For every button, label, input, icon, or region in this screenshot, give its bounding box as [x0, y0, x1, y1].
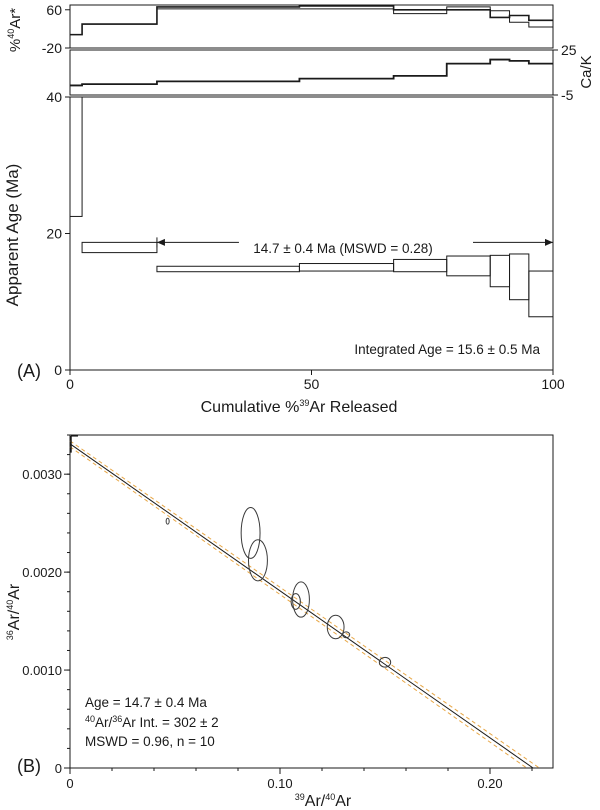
- isochron-ytick-label: 0.0020: [22, 565, 62, 580]
- radiogenic-ylabel: %40Ar*: [6, 8, 24, 52]
- panel-b-label: (B): [17, 756, 41, 776]
- age-ytick-label: 20: [46, 226, 62, 242]
- isochron-xlabel-end: Ar: [335, 793, 352, 810]
- panel-a-label: (A): [17, 361, 41, 381]
- isochron-data-ellipse: [248, 539, 268, 582]
- age-step-box: [509, 253, 530, 301]
- spectrum-xlabel-sup: 39: [299, 398, 309, 408]
- radiogenic-step-line-upper: [70, 6, 553, 36]
- age-step-box: [528, 270, 554, 318]
- isochron-mswd-label: MSWD = 0.96, n = 10: [85, 734, 215, 749]
- spectrum-xtick-label: 100: [541, 376, 565, 392]
- age-step-box: [446, 255, 491, 277]
- spectrum-xtick-label: 0: [66, 376, 74, 392]
- isochron-xlabel-sup2: 40: [325, 792, 335, 802]
- radiogenic-ylabel-ar: Ar*: [7, 8, 24, 29]
- intercept-sup1: 40: [85, 714, 95, 724]
- radiogenic-ylabel-pct: %: [7, 39, 24, 52]
- radiogenic-ytick-label: -20: [42, 40, 62, 56]
- isochron-ytick-label: 0: [55, 761, 62, 776]
- spectrum-xlabel: Cumulative %39Ar Released: [201, 398, 398, 416]
- age-ytick-label: 0: [54, 362, 62, 378]
- isochron-data-ellipse: [240, 506, 261, 559]
- radiogenic-ylabel-sup: 40: [6, 29, 16, 39]
- age-step-box: [81, 241, 158, 254]
- isochron-xlabel: 39Ar/40Ar: [295, 792, 352, 810]
- spectrum-xlabel-start: Cumulative %: [201, 399, 300, 416]
- isochron-data-ellipse: [165, 517, 170, 525]
- age-step-box: [69, 96, 83, 217]
- isochron-data-ellipse: [290, 593, 301, 610]
- intercept-sup2: 36: [112, 714, 122, 724]
- isochron-xtick-label: 0.20: [477, 776, 502, 791]
- intercept-end: Ar Int. = 302 ± 2: [122, 715, 218, 730]
- isochron-ylabel-sup1: 36: [5, 630, 15, 640]
- radiogenic-frame: [69, 4, 554, 49]
- cak-ytick-label: 25: [561, 42, 577, 58]
- age-step-box: [298, 263, 395, 272]
- isochron-ylabel-sup2: 40: [5, 600, 15, 610]
- integrated-age-label: Integrated Age = 15.6 ± 0.5 Ma: [354, 342, 540, 357]
- isochron-xtick-label: 0: [66, 776, 73, 791]
- age-step-box: [393, 258, 448, 273]
- isochron-frame: [69, 434, 554, 769]
- spectrum-xtick-label: 50: [304, 376, 320, 392]
- cak-ytick-label: -5: [561, 87, 574, 103]
- isochron-xtick-label: 0.10: [267, 776, 292, 791]
- isochron-data-ellipse: [326, 614, 345, 640]
- cak-frame: [69, 49, 554, 96]
- isochron-ylabel-end: Ar: [6, 583, 23, 600]
- plateau-arrow-left: [156, 238, 165, 246]
- age-ylabel: Apparent Age (Ma): [3, 164, 22, 307]
- isochron-data-ellipse: [378, 656, 392, 668]
- isochron-envelope-upper: [69, 440, 540, 769]
- age-ytick-label: 40: [46, 89, 62, 105]
- cak-step-line: [70, 58, 553, 87]
- spectrum-xlabel-end: Ar Released: [309, 399, 397, 416]
- plateau-label: 14.7 ± 0.4 Ma (MSWD = 0.28): [253, 241, 433, 256]
- isochron-age-label: Age = 14.7 ± 0.4 Ma: [85, 695, 207, 710]
- plateau-arrow-right: [545, 238, 553, 246]
- isochron-ylabel-mid: Ar/: [6, 609, 23, 630]
- isochron-intercept-label: 40Ar/36Ar Int. = 302 ± 2: [85, 714, 219, 730]
- age-step-box: [156, 265, 300, 273]
- isochron-envelope-lower: [69, 446, 528, 769]
- isochron-ylabel: 36Ar/40Ar: [5, 583, 23, 640]
- isochron-fit-line: [69, 443, 534, 769]
- isochron-ytick-label: 0.0030: [22, 467, 62, 482]
- isochron-xlabel-sup1: 39: [295, 792, 305, 802]
- isochron-ytick-label: 0.0010: [22, 663, 62, 678]
- age-step-box: [489, 254, 511, 288]
- isochron-data-ellipse: [292, 581, 310, 618]
- age-frame: [69, 96, 554, 371]
- isochron-data-ellipse: [342, 631, 351, 639]
- radiogenic-ytick-label: 60: [46, 2, 62, 18]
- radiogenic-step-line: [70, 5, 553, 36]
- isochron-xlabel-mid: Ar/: [305, 793, 326, 810]
- intercept-mid: Ar/: [95, 715, 113, 730]
- cak-ylabel: Ca/K: [578, 55, 595, 88]
